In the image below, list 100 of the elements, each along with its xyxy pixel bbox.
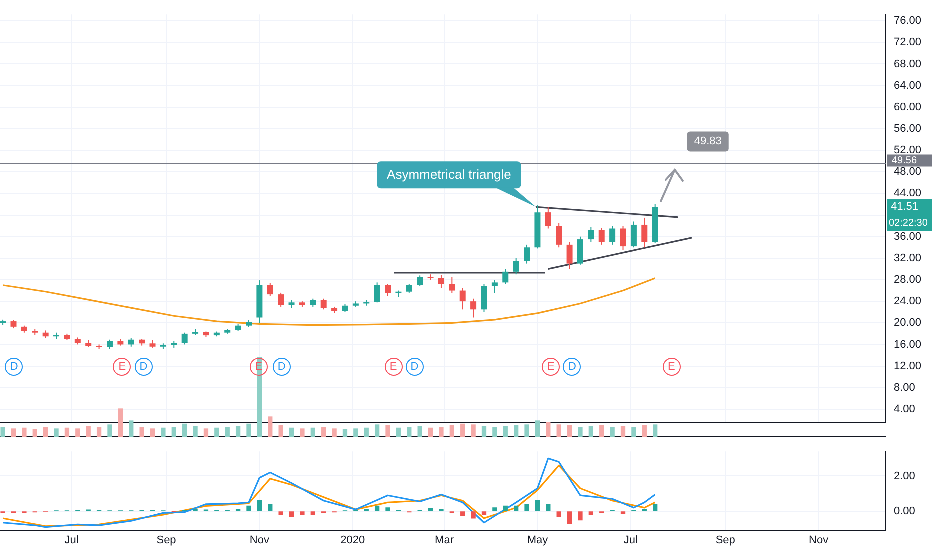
candlestick xyxy=(320,298,327,310)
y-tick-label: 2.00 xyxy=(894,470,916,482)
candlestick xyxy=(566,242,573,270)
candlestick xyxy=(182,332,188,346)
bar xyxy=(332,428,337,437)
bar xyxy=(524,504,530,512)
bar xyxy=(354,428,358,437)
candlestick xyxy=(481,284,488,313)
y-tick-label: 60.00 xyxy=(894,101,922,114)
y-tick-label: 0.00 xyxy=(894,505,916,518)
y-tick-label: 52.00 xyxy=(894,144,922,157)
bar xyxy=(620,426,626,437)
bar xyxy=(471,424,476,437)
bar xyxy=(32,429,38,437)
bar xyxy=(86,426,91,437)
bar xyxy=(653,424,658,437)
bar xyxy=(161,428,166,437)
bar xyxy=(300,428,305,437)
bar xyxy=(129,420,134,437)
candlestick xyxy=(620,226,626,251)
bar xyxy=(396,428,402,437)
bar xyxy=(268,504,273,512)
bar xyxy=(246,506,252,512)
bar xyxy=(22,428,27,437)
event-marker: E xyxy=(384,358,403,376)
y-tick-label: 72.00 xyxy=(894,36,922,49)
ref-line-label: 49.56 xyxy=(892,155,918,166)
bar xyxy=(524,424,530,437)
x-tick-label: Nov xyxy=(250,534,270,546)
bar xyxy=(96,427,102,437)
y-tick-label: 20.00 xyxy=(894,317,922,330)
y-tick-label: 44.00 xyxy=(894,188,922,200)
candlestick xyxy=(492,279,498,294)
bar xyxy=(407,427,412,437)
bar xyxy=(322,427,326,437)
bar xyxy=(374,424,380,437)
bar xyxy=(460,424,466,437)
bar xyxy=(588,512,594,516)
y-tick-label: 12.00 xyxy=(894,360,922,372)
bar xyxy=(471,512,476,519)
event-marker: E xyxy=(113,358,132,376)
x-tick-label: Sep xyxy=(716,534,736,546)
bar xyxy=(150,428,156,437)
candlestick xyxy=(385,284,392,297)
bar xyxy=(535,500,540,512)
bar xyxy=(386,425,390,437)
bar xyxy=(214,428,220,437)
candlestick xyxy=(267,282,274,297)
candlestick xyxy=(106,339,113,350)
bar xyxy=(492,427,498,437)
bar xyxy=(342,429,348,437)
bar xyxy=(257,500,262,512)
bar xyxy=(588,426,594,437)
annotation: Asymmetrical triangle xyxy=(387,166,512,182)
candlestick xyxy=(449,276,456,294)
bar xyxy=(503,426,508,437)
candlestick xyxy=(460,288,466,310)
y-tick-label: 56.00 xyxy=(894,122,922,135)
bar xyxy=(546,504,551,512)
bar xyxy=(268,416,273,437)
bar xyxy=(64,428,70,437)
y-tick-label: 8.00 xyxy=(894,382,916,394)
candlestick xyxy=(524,244,530,264)
bar xyxy=(0,427,6,437)
y-tick-label: 4.00 xyxy=(894,403,916,416)
bar xyxy=(54,428,59,437)
bar xyxy=(610,427,615,437)
bar xyxy=(428,508,434,512)
annotation: 49.83 xyxy=(694,136,722,148)
bar xyxy=(310,512,316,516)
bar xyxy=(428,428,434,437)
bar xyxy=(118,408,124,437)
bar xyxy=(567,512,572,524)
bar xyxy=(503,506,508,512)
candlestick xyxy=(374,282,380,304)
x-tick-label: Sep xyxy=(156,534,176,546)
x-tick-label: Jul xyxy=(624,534,638,546)
candlestick xyxy=(610,226,616,246)
event-marker: D xyxy=(272,358,291,376)
candlestick xyxy=(438,274,444,289)
bar xyxy=(76,428,80,437)
event-marker: D xyxy=(5,358,24,376)
bar xyxy=(567,425,572,437)
x-tick-label: Jul xyxy=(64,534,79,546)
y-tick-label: 68.00 xyxy=(894,58,922,70)
bar xyxy=(556,512,562,518)
bar xyxy=(653,504,658,512)
x-tick-label: May xyxy=(527,534,549,546)
bar xyxy=(460,512,466,516)
bar xyxy=(278,512,284,516)
bar xyxy=(300,512,305,516)
y-tick-label: 64.00 xyxy=(894,80,922,92)
bar xyxy=(246,424,252,437)
candlestick xyxy=(278,292,284,308)
bar xyxy=(578,512,583,521)
bar xyxy=(289,512,294,518)
event-marker: D xyxy=(563,358,582,376)
event-marker: E xyxy=(542,358,560,376)
bar xyxy=(172,427,176,437)
event-marker: D xyxy=(406,358,424,376)
